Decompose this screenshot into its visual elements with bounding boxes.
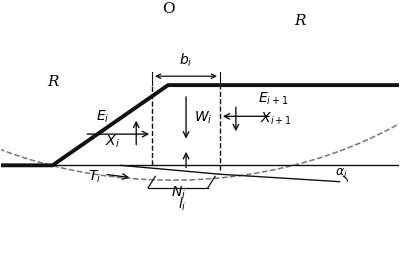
Text: $X_i$: $X_i$ (105, 133, 120, 150)
Text: $l_i$: $l_i$ (178, 195, 186, 213)
Text: $W_i$: $W_i$ (194, 110, 212, 126)
Text: $E_i$: $E_i$ (96, 109, 109, 125)
Text: R: R (294, 14, 306, 28)
Text: $\alpha_i$: $\alpha_i$ (335, 167, 348, 180)
Text: $E_{i+1}$: $E_{i+1}$ (258, 91, 289, 107)
Text: $b_i$: $b_i$ (179, 51, 193, 69)
Text: R: R (47, 75, 58, 89)
Text: $T_i$: $T_i$ (88, 169, 101, 185)
Text: O: O (162, 2, 174, 16)
Text: $X_{i+1}$: $X_{i+1}$ (260, 111, 292, 127)
Text: $N_i$: $N_i$ (170, 185, 186, 201)
